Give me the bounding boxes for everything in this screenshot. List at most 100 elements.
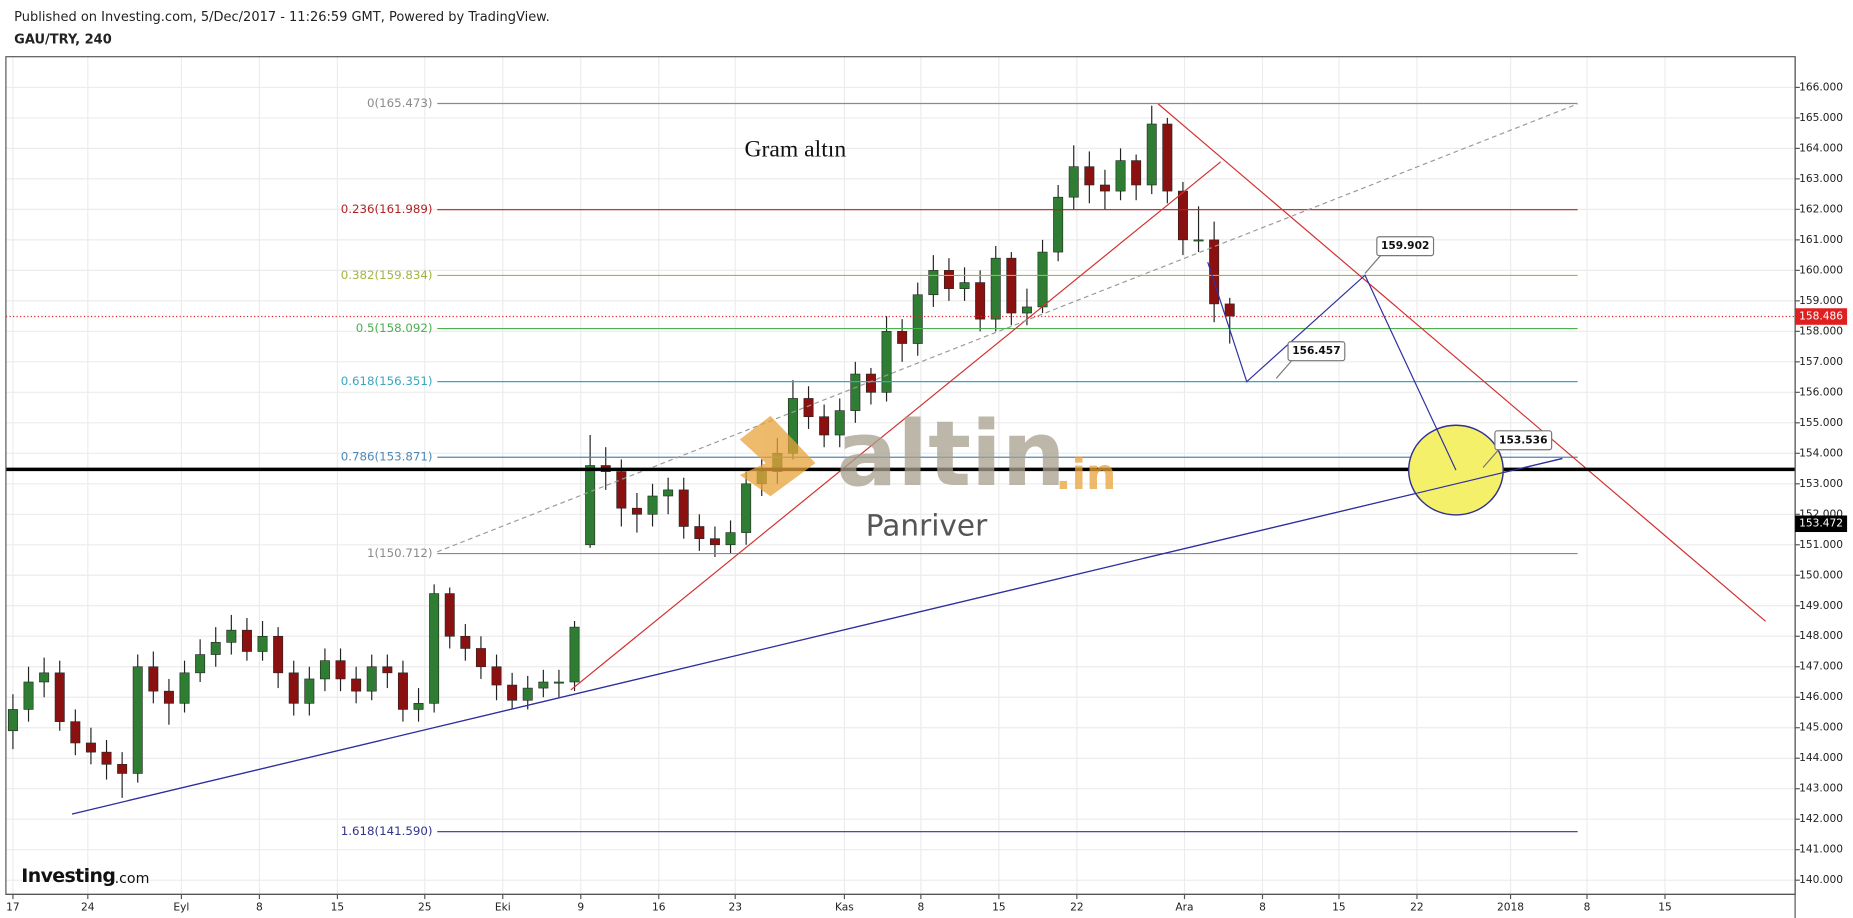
candle-body xyxy=(1162,123,1173,192)
y-tick-label: 150.000 xyxy=(1799,568,1843,581)
candle-body xyxy=(475,648,486,668)
x-tick-label: 22 xyxy=(1410,900,1424,913)
x-tick-label: 25 xyxy=(418,900,432,913)
y-tick-label: 153.000 xyxy=(1799,477,1843,490)
y-tick-label: 163.000 xyxy=(1799,172,1843,185)
candle-body xyxy=(148,666,159,692)
candle-body xyxy=(912,294,923,344)
candle-body xyxy=(897,331,908,344)
x-tick-label: 8 xyxy=(917,900,924,913)
candle-body xyxy=(694,526,705,539)
candle-body xyxy=(70,721,81,744)
candle-body xyxy=(397,672,408,710)
y-tick-label: 161.000 xyxy=(1799,233,1843,246)
y-tick-label: 149.000 xyxy=(1799,599,1843,612)
y-tick-label: 157.000 xyxy=(1799,355,1843,368)
callout-label: 156.457 xyxy=(1292,344,1340,357)
x-tick-label: 15 xyxy=(331,900,345,913)
fib-label: 0.786(153.871) xyxy=(341,450,433,464)
fib-label: 1(150.712) xyxy=(367,546,433,560)
callout-pointer xyxy=(1482,448,1501,468)
candle-body xyxy=(881,331,892,393)
callout-label: 153.536 xyxy=(1499,433,1547,446)
y-tick-label: 156.000 xyxy=(1799,385,1843,398)
candle-body xyxy=(54,672,65,722)
candle-body xyxy=(1037,251,1048,308)
callout-box xyxy=(1376,236,1435,257)
candle-body xyxy=(990,257,1001,320)
y-tick-label: 164.000 xyxy=(1799,141,1843,154)
y-tick-label: 159.000 xyxy=(1799,294,1843,307)
candle-body xyxy=(663,489,674,497)
watermark: altin xyxy=(837,403,1066,507)
y-tick-label: 154.000 xyxy=(1799,446,1843,459)
y-tick-label: 147.000 xyxy=(1799,660,1843,673)
logo-suffix: .com xyxy=(115,871,150,887)
projection-path xyxy=(1207,261,1457,471)
candle-body xyxy=(1115,160,1126,192)
x-tick-label: Ara xyxy=(1175,900,1193,913)
candle-body xyxy=(1084,166,1095,186)
y-tick-label: 146.000 xyxy=(1799,690,1843,703)
candle-body xyxy=(163,690,174,704)
y-tick-label: 148.000 xyxy=(1799,629,1843,642)
candle-body xyxy=(273,635,284,674)
x-tick-label: 8 xyxy=(256,900,263,913)
watermark-icon xyxy=(739,415,816,497)
author: Panriver xyxy=(866,508,988,542)
candle-body xyxy=(7,709,18,732)
candle-body xyxy=(366,666,377,692)
y-tick-label: 158.000 xyxy=(1799,324,1843,337)
callout-pointer xyxy=(1275,359,1294,379)
header: Published on Investing.com, 5/Dec/2017 -… xyxy=(14,10,550,25)
fib-label: 0.236(161.989) xyxy=(341,202,433,216)
trend-line-overlay xyxy=(71,457,1563,815)
watermark-suffix: .in xyxy=(1055,451,1116,500)
candle-body xyxy=(117,764,128,774)
marks xyxy=(7,105,1235,798)
y-tick-label: 140.000 xyxy=(1799,873,1843,886)
candle-body xyxy=(538,681,549,689)
overlay: 0(165.473) 0.236(161.989) 0.382(159.834) 0.… xyxy=(5,96,1796,838)
x-tick-label: Eyl xyxy=(173,900,189,913)
trend-line xyxy=(1157,103,1766,622)
x-tick-label: 8 xyxy=(1259,900,1266,913)
candle-body xyxy=(1068,166,1079,198)
fib-label: 0.382(159.834) xyxy=(341,268,433,282)
candle-body xyxy=(210,642,221,655)
candle-body xyxy=(1131,160,1142,186)
candle-body xyxy=(460,635,471,649)
y-tick-label: 165.000 xyxy=(1799,111,1843,124)
y-tick-label: 162.000 xyxy=(1799,202,1843,215)
candle-body xyxy=(834,410,845,436)
candle-body xyxy=(179,672,190,704)
candle-body xyxy=(647,495,658,515)
candle-body xyxy=(928,270,939,296)
candle-body xyxy=(335,660,346,680)
candle-body xyxy=(741,483,752,533)
candle-body xyxy=(241,629,252,652)
y-tick-label: 151.000 xyxy=(1799,538,1843,551)
candle-body xyxy=(413,703,424,710)
candle-body xyxy=(1006,257,1017,314)
candle-body xyxy=(709,538,720,546)
fib-label: 0.618(156.351) xyxy=(341,374,433,388)
x-tick-label: Eki xyxy=(495,900,511,913)
callout-pointer xyxy=(1364,254,1382,274)
candle-body xyxy=(678,489,689,527)
y-tick-label: 160.000 xyxy=(1799,263,1843,276)
candle-body xyxy=(553,681,564,684)
candle-body xyxy=(616,471,627,509)
candle-body xyxy=(39,672,50,683)
fib-label: 0(165.473) xyxy=(367,96,433,110)
x-tick-label: 8 xyxy=(1584,900,1591,913)
callout-box xyxy=(1494,430,1553,451)
candle-body xyxy=(351,678,362,692)
candle-body xyxy=(943,270,954,289)
candle-body xyxy=(865,373,876,393)
logo: Investing xyxy=(21,865,115,887)
annotation: Gram altın xyxy=(744,137,846,163)
candle-body xyxy=(226,629,237,643)
